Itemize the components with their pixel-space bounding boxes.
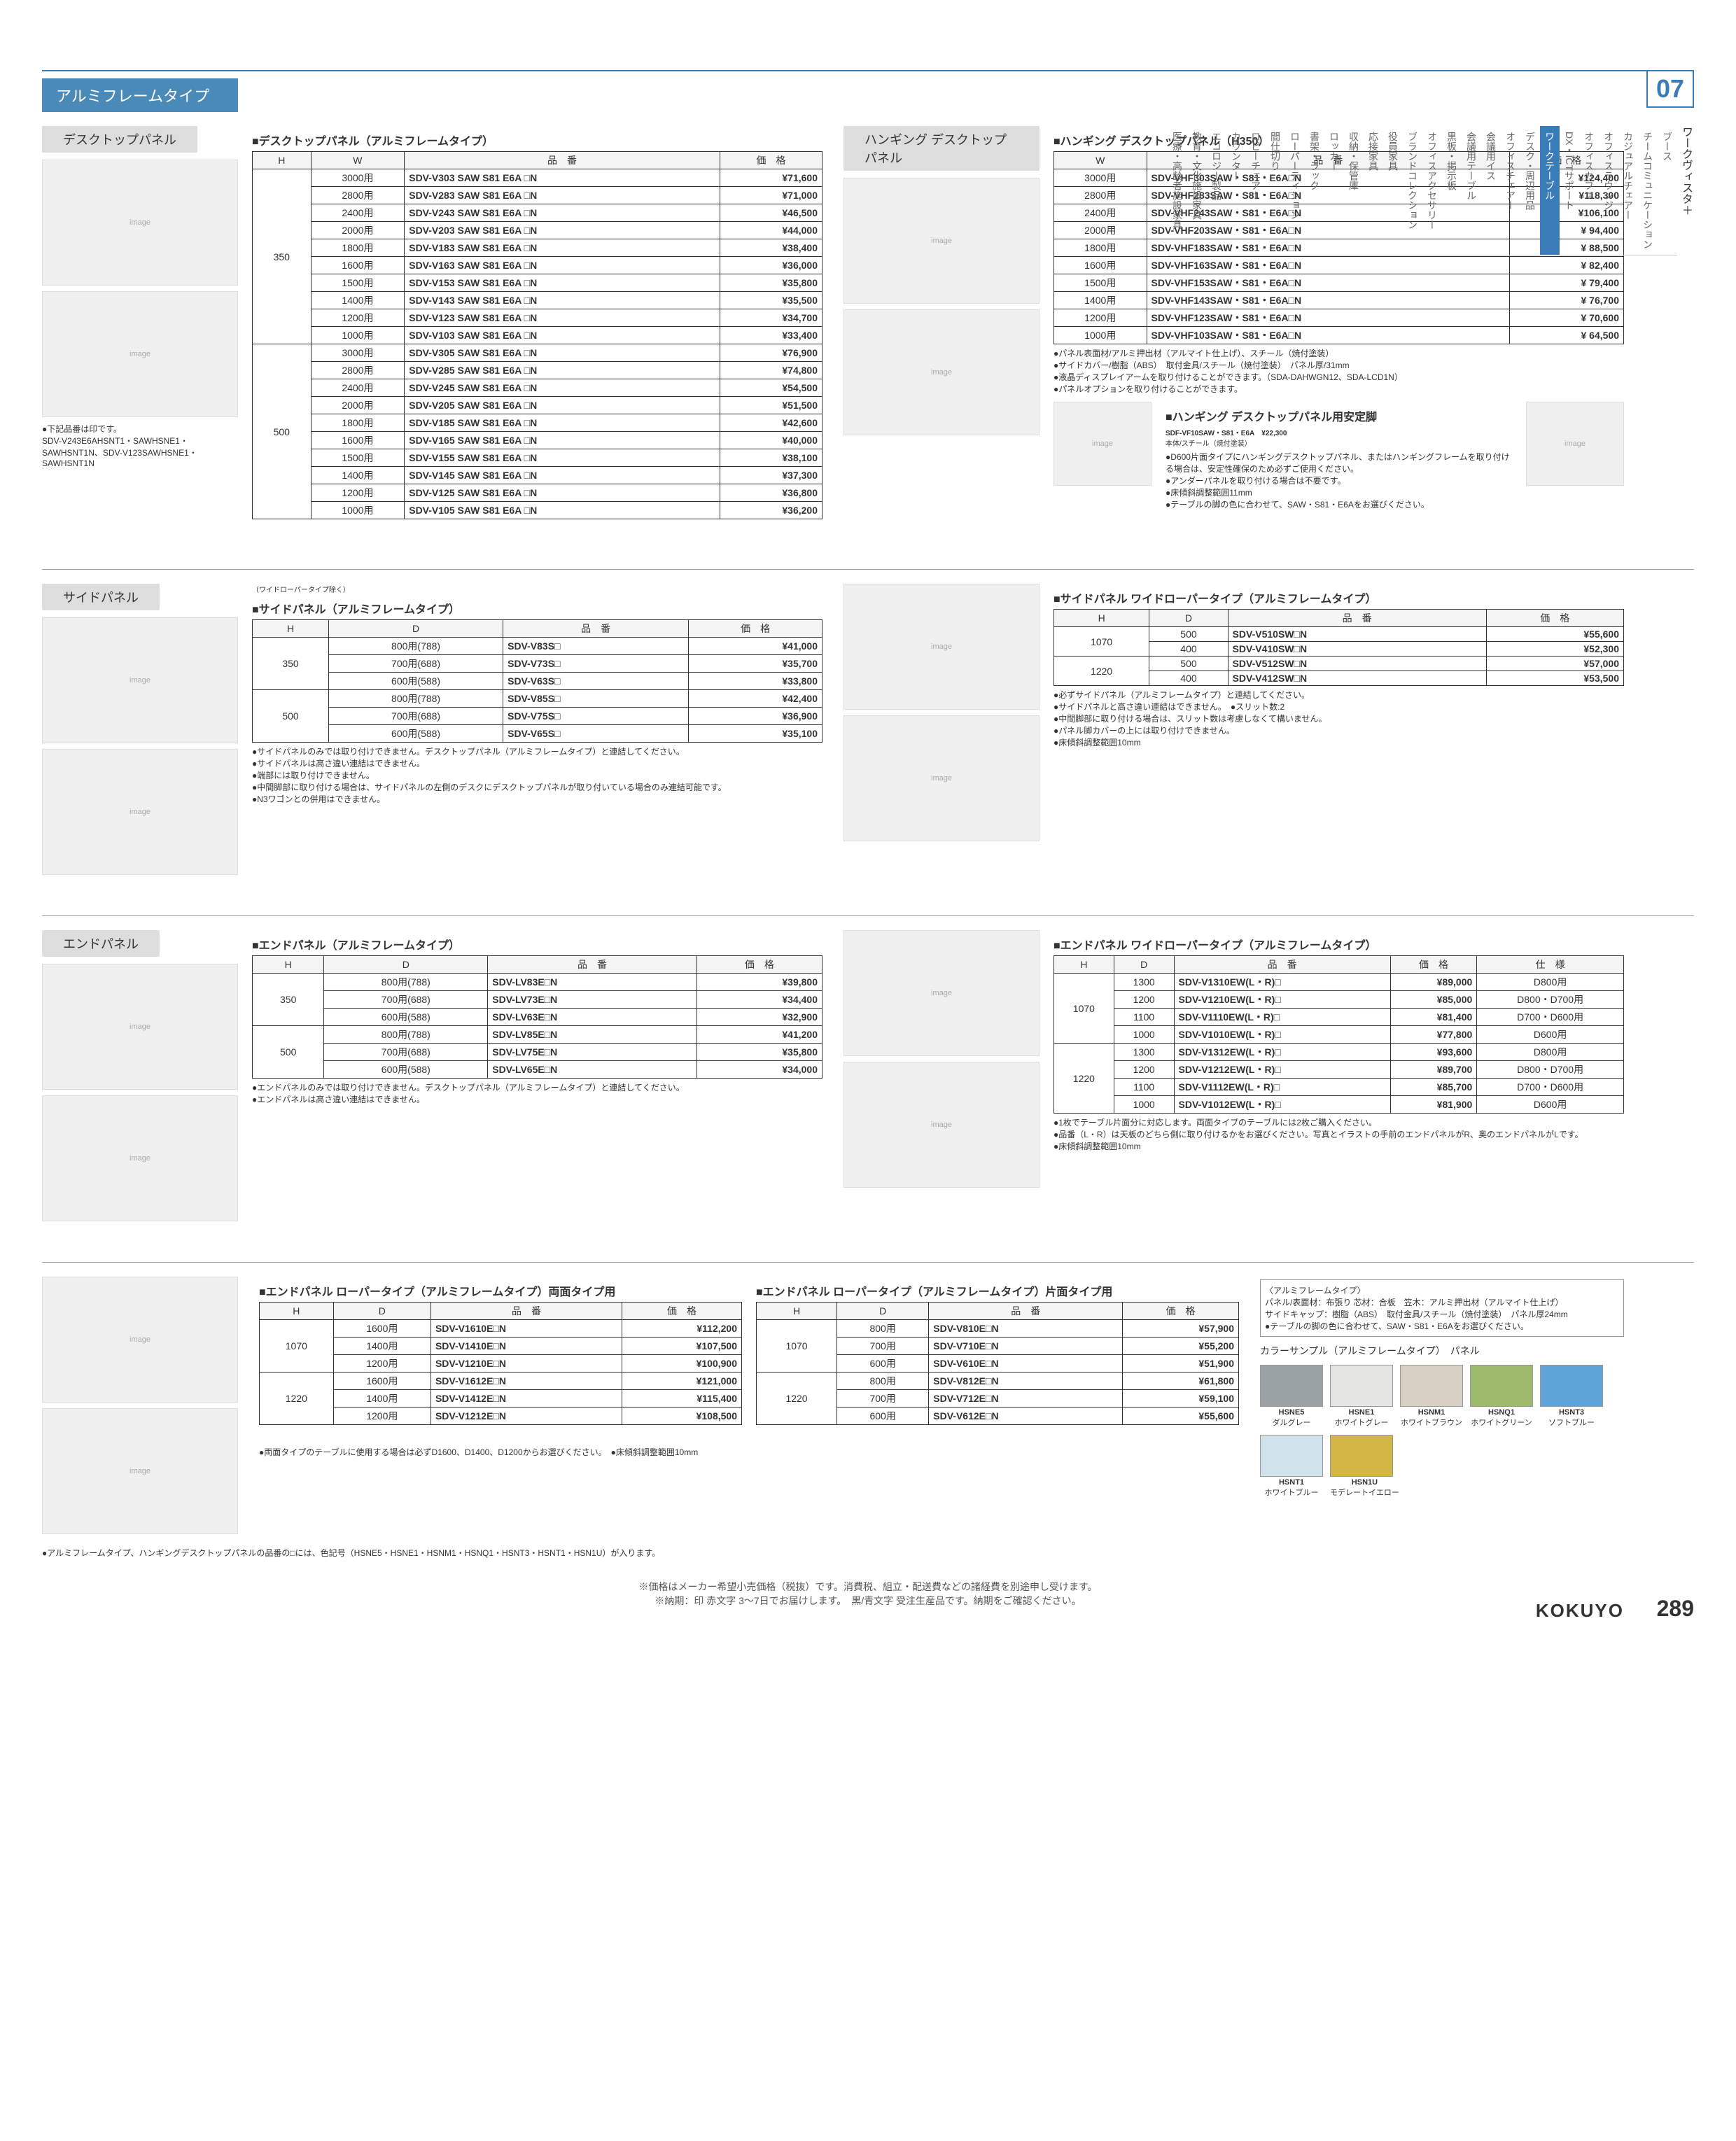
end-lower-image: image: [42, 1277, 238, 1403]
side-nav-item: チームコミュニケーション: [1638, 126, 1658, 255]
side-nav-item: ブランドコレクション: [1403, 126, 1422, 255]
end-lower-image-2: image: [42, 1408, 238, 1534]
hanging-image-2: image: [844, 309, 1040, 435]
desktop-panel-image: image: [42, 160, 238, 286]
side-nav: ワークヴィスタ＋ ブースチームコミュニケーションカジュアルチェアーオフィスラウン…: [1638, 126, 1694, 255]
side-nav-item: DX・ICTサポート: [1560, 126, 1579, 255]
side-nav-item: 黒板・掲示板: [1442, 126, 1462, 255]
side-panel-notes: サイドパネルのみでは取り付けできません。デスクトップパネル（アルミフレームタイプ…: [252, 745, 822, 805]
end-lower-foot: ●両面タイプのテーブルに使用する場合は必ずD1600、D1400、D1200から…: [259, 1446, 1239, 1458]
brand-logo: KOKUYO: [1536, 1600, 1624, 1622]
main-title: アルミフレームタイプ: [42, 78, 238, 112]
desktop-panel-table: HW品 番価 格3503000用SDV-V303 SAW S81 E6A □N¥…: [252, 151, 822, 519]
end-lower-both-table: HD品 番価 格10701600用SDV-V1610E□N¥112,200140…: [259, 1302, 742, 1425]
side-panel-note-top: （ワイドローパータイプ除く）: [252, 587, 350, 594]
side-nav-item: 応接家具: [1364, 126, 1383, 255]
end-panel-image: image: [42, 964, 238, 1090]
side-heading: ワークヴィスタ＋: [1677, 126, 1694, 241]
side-nav-item: ブース: [1658, 126, 1677, 255]
side-nav-item: エコロジー製品: [1207, 126, 1226, 255]
side-nav-item: オフィスラウンジ: [1599, 126, 1618, 255]
side-wide-table: HD品 番価 格1070500SDV-V510SW□N¥55,600400SDV…: [1054, 609, 1624, 686]
side-wide-notes: 必ずサイドパネル（アルミフレームタイプ）と連結してください。サイドパネルと高さ違…: [1054, 689, 1624, 748]
side-panel-image-2: image: [42, 749, 238, 875]
end-panel-table: HD品 番価 格350800用(788)SDV-LV83E□N¥39,80070…: [252, 955, 822, 1079]
hanging-notes: パネル表面材/アルミ押出材（アルマイト仕上げ）、スチール（焼付塗装）サイドカバー…: [1054, 347, 1624, 395]
end-wide-image-2: image: [844, 1062, 1040, 1188]
hanging-leg-notes: D600片面タイプにハンギングデスクトップパネル、またはハンギングフレームを取り…: [1166, 451, 1512, 510]
desktop-panel-label: デスクトップパネル: [42, 126, 197, 153]
end-wide-image: image: [844, 930, 1040, 1056]
side-nav-item: ローパーティション: [1285, 126, 1305, 255]
footer: ※価格はメーカー希望小売価格（税抜）です。消費税、組立・配送費などの諸経費を別途…: [42, 1580, 1694, 1608]
end-wide-table: HD品 番価 格仕 様10701300SDV-V1310EW(L・R)□¥89,…: [1054, 955, 1624, 1114]
side-nav-item: オフィスカフェ: [1579, 126, 1599, 255]
material-note: 〈アルミフレームタイプ〉パネル/表面材：布張り 芯材：合板 笠木：アルミ押出材（…: [1260, 1279, 1624, 1337]
side-panel-image: image: [42, 617, 238, 743]
desktop-panel-image-2: image: [42, 291, 238, 417]
side-nav-item: 教育・文化施設家具: [1187, 126, 1207, 255]
side-nav-item: 会議用テーブル: [1462, 126, 1481, 255]
side-nav-item: 間仕切り: [1266, 126, 1285, 255]
side-panel-label: サイドパネル: [42, 584, 160, 610]
side-nav-item: オフィスアクセサリー: [1422, 126, 1442, 255]
end-panel-label: エンドパネル: [42, 930, 160, 957]
swatches-heading: カラーサンプル（アルミフレームタイプ） パネル: [1260, 1344, 1624, 1358]
side-nav-item: 収納・保管庫: [1344, 126, 1364, 255]
side-nav-item: ロビーチェアー: [1246, 126, 1266, 255]
hanging-leg-heading: ハンギング デスクトップパネル用安定脚: [1166, 407, 1512, 424]
end-lower-both-heading: エンドパネル ローパータイプ（アルミフレームタイプ）両面タイプ用: [259, 1282, 742, 1299]
end-panel-notes: エンドパネルのみでは取り付けできません。デスクトップパネル（アルミフレームタイプ…: [252, 1081, 822, 1105]
side-nav-item: 会議用イス: [1481, 126, 1501, 255]
hanging-leg-spec: 本体/スチール（焼付塗装）: [1166, 437, 1512, 448]
end-panel-heading: エンドパネル（アルミフレームタイプ）: [252, 936, 822, 953]
side-nav-item: オフィスチェアー: [1501, 126, 1520, 255]
desktop-panel-foot: ●下記品番は印です。 SDV-V243E6AHSNT1・SAWHSNE1・SAW…: [42, 423, 238, 468]
hanging-image: image: [844, 178, 1040, 304]
hanging-leg-image: image: [1054, 402, 1152, 486]
side-nav-item: デスク・周辺用品: [1520, 126, 1540, 255]
side-nav-item: カウンター: [1226, 126, 1246, 255]
side-wide-heading: サイドパネル ワイドローパータイプ（アルミフレームタイプ）: [1054, 589, 1624, 606]
side-wide-image-2: image: [844, 715, 1040, 841]
side-wide-image: image: [844, 584, 1040, 710]
swatches: HSNE5ダルグレーHSNE1ホワイトグレーHSNM1ホワイトブラウンHSNQ1…: [1260, 1365, 1624, 1498]
side-panel-table: HD品 番価 格350800用(788)SDV-V83S□¥41,000700用…: [252, 619, 822, 743]
hanging-leg-image-2: image: [1526, 402, 1624, 486]
bottom-note: ●アルミフレームタイプ、ハンギングデスクトップパネルの品番の□には、色記号（HS…: [42, 1547, 1694, 1559]
end-panel-image-2: image: [42, 1095, 238, 1221]
page-number: 289: [1657, 1596, 1694, 1622]
side-nav-item: 書架・ラック: [1305, 126, 1324, 255]
hanging-label: ハンギング デスクトップパネル: [844, 126, 1040, 171]
side-nav-item: ロッカー: [1324, 126, 1344, 255]
side-nav-item: 役員家具: [1383, 126, 1403, 255]
end-wide-notes: 1枚でテーブル片面分に対応します。両面タイプのテーブルには2枚ご購入ください。品…: [1054, 1116, 1624, 1152]
end-lower-single-heading: エンドパネル ローパータイプ（アルミフレームタイプ）片面タイプ用: [756, 1282, 1239, 1299]
desktop-panel-heading: デスクトップパネル（アルミフレームタイプ）: [252, 132, 822, 148]
hanging-leg-code: SDF-VF10SAW・S81・E6A ¥22,300: [1166, 427, 1512, 437]
side-nav-item: 医療・高齢者施設家具: [1168, 126, 1187, 255]
end-wide-heading: エンドパネル ワイドローパータイプ（アルミフレームタイプ）: [1054, 936, 1624, 953]
side-panel-heading: サイドパネル（アルミフレームタイプ）: [252, 600, 822, 617]
side-nav-item: ワークテーブル: [1540, 126, 1560, 255]
side-nav-item: カジュアルチェアー: [1618, 126, 1638, 255]
tab-number: 07: [1646, 70, 1694, 108]
end-lower-single-table: HD品 番価 格1070800用SDV-V810E□N¥57,900700用SD…: [756, 1302, 1239, 1425]
